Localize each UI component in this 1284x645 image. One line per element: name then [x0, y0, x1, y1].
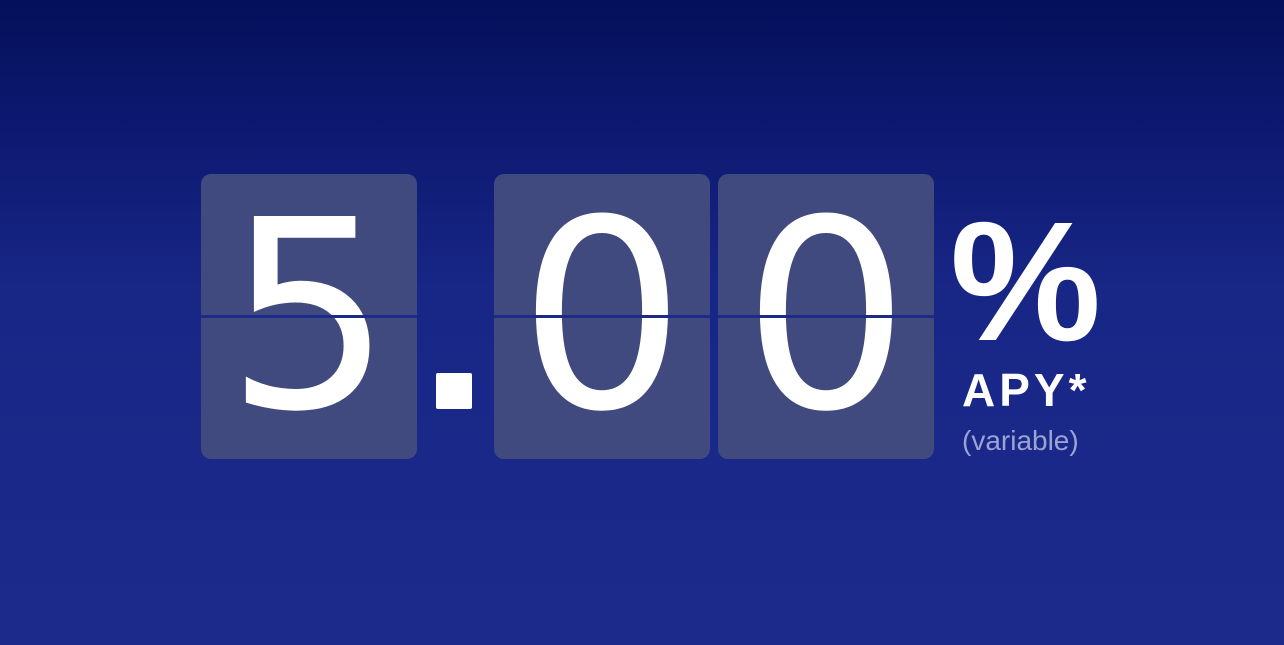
flip-divider-overlay-2 [494, 315, 710, 318]
apy-label: APY* [962, 364, 1091, 416]
flip-divider-overlay-1 [201, 315, 417, 318]
decimal-point [436, 373, 472, 409]
flip-divider-overlay-3 [718, 315, 934, 318]
percent-sign: % [950, 187, 1102, 377]
variable-qualifier: (variable) [962, 425, 1079, 456]
